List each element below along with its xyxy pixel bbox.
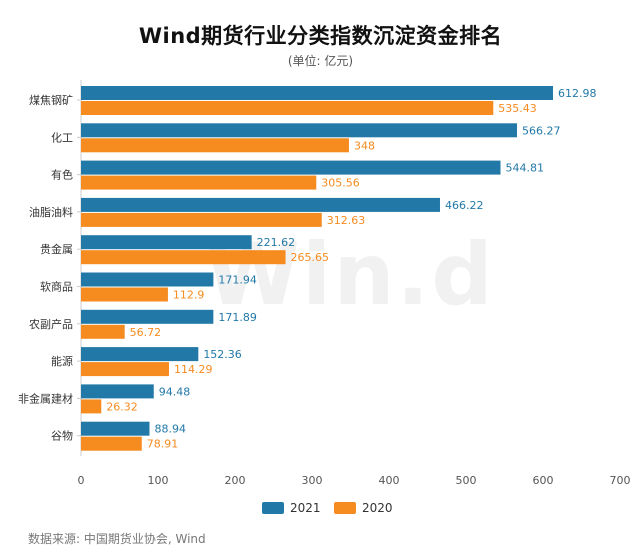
- x-tick-label: 400: [379, 474, 400, 487]
- category-label: 农副产品: [29, 317, 73, 331]
- data-label-2020: 305.56: [321, 177, 360, 190]
- bar-2021: [81, 123, 518, 138]
- data-label-2021: 94.48: [159, 385, 191, 398]
- category-label: 谷物: [51, 429, 73, 443]
- data-label-2021: 612.98: [558, 87, 597, 100]
- x-tick-label: 600: [533, 474, 554, 487]
- data-label-2020: 312.63: [327, 214, 366, 227]
- bar-2021: [81, 309, 214, 324]
- bar-2020: [81, 436, 142, 451]
- bar-2021: [81, 86, 553, 100]
- data-label-2021: 171.94: [218, 274, 257, 287]
- legend-label-2021: 2021: [290, 501, 321, 515]
- data-label-2021: 171.89: [218, 311, 256, 324]
- data-label-2020: 265.65: [291, 251, 330, 264]
- data-label-2020: 78.91: [147, 438, 179, 451]
- legend-swatch-2020: [334, 502, 356, 514]
- data-label-2021: 566.27: [522, 124, 561, 137]
- bar-2021: [81, 160, 501, 175]
- bar-2020: [81, 324, 125, 339]
- data-label-2021: 544.81: [506, 162, 544, 175]
- bar-2021: [81, 347, 199, 362]
- data-label-2020: 112.9: [173, 289, 205, 302]
- data-label-2020: 56.72: [130, 326, 162, 339]
- bar-2020: [81, 101, 494, 115]
- watermark: Win.d: [205, 225, 495, 325]
- legend-label-2020: 2020: [362, 501, 393, 515]
- bar-2020: [81, 175, 317, 190]
- data-label-2020: 26.32: [106, 400, 138, 413]
- data-label-2021: 152.36: [203, 348, 242, 361]
- x-tick-label: 100: [148, 474, 169, 487]
- category-label: 软商品: [40, 280, 73, 294]
- x-tick-label: 700: [610, 474, 631, 487]
- bar-2020: [81, 362, 170, 377]
- data-label-2021: 88.94: [154, 423, 186, 436]
- data-label-2020: 114.29: [174, 363, 213, 376]
- source-note: 数据来源: 中国期货业协会, Wind: [28, 532, 206, 546]
- legend-swatch-2021: [262, 502, 284, 514]
- bar-2020: [81, 250, 286, 265]
- data-label-2020: 348: [354, 139, 375, 152]
- data-label-2020: 535.43: [498, 102, 537, 115]
- x-tick-label: 200: [225, 474, 246, 487]
- x-tick-label: 500: [456, 474, 477, 487]
- chart-title: Wind期货行业分类指数沉淀资金排名: [138, 24, 503, 48]
- data-label-2021: 466.22: [445, 199, 484, 212]
- bar-2021: [81, 421, 150, 436]
- bar-2021: [81, 272, 214, 287]
- category-label: 非金属建材: [18, 391, 73, 405]
- data-label-2021: 221.62: [257, 236, 296, 249]
- bar-2021: [81, 235, 252, 250]
- chart-subtitle: (单位: 亿元): [287, 54, 354, 68]
- bar-2021: [81, 197, 440, 212]
- bar-2020: [81, 287, 168, 302]
- bar-2020: [81, 138, 349, 153]
- category-label: 贵金属: [40, 242, 73, 256]
- bar-2020: [81, 399, 102, 414]
- x-tick-label: 300: [302, 474, 323, 487]
- bar-2020: [81, 212, 322, 227]
- category-label: 油脂油料: [29, 205, 73, 219]
- bar-2021: [81, 384, 154, 399]
- x-tick-label: 0: [78, 474, 85, 487]
- category-label: 能源: [51, 354, 73, 368]
- category-label: 化工: [51, 130, 73, 144]
- category-label: 有色: [51, 168, 73, 182]
- category-label: 煤焦钢矿: [29, 94, 73, 107]
